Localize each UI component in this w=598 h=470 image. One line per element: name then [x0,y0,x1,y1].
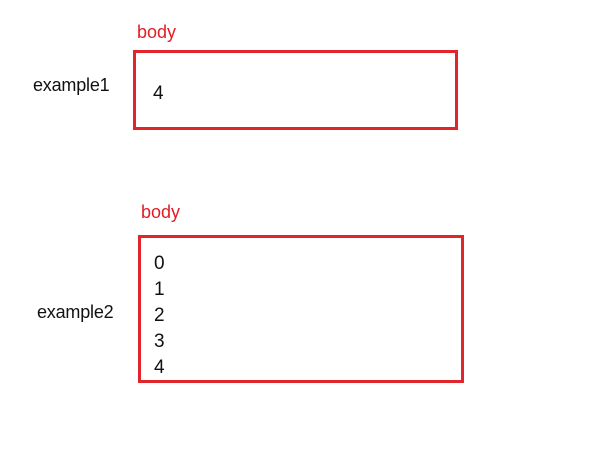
example1-body-tag: body [137,22,177,42]
example2-output-list: 0 1 2 3 4 [154,251,165,381]
example2-body-tag: body [141,202,181,222]
example2-body-box: 0 1 2 3 4 [138,235,464,383]
example1-output-value: 4 [153,83,164,104]
example2-output-item: 4 [154,357,165,378]
example2-output-item: 0 [154,253,165,274]
example2-output-item: 1 [154,279,165,300]
example1-body-box: 4 [133,50,458,130]
example2-label: example2 [37,302,114,322]
example1-label: example1 [33,75,110,95]
example2-output-item: 2 [154,305,165,326]
example2-output-item: 3 [154,331,165,352]
